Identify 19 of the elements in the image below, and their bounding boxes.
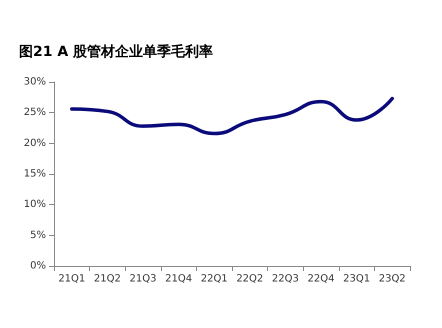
- y-tick-label: 0%: [30, 260, 46, 272]
- x-tick-label: 23Q2: [378, 274, 406, 284]
- x-tick-label: 23Q1: [343, 274, 370, 284]
- line-series: [70, 96, 394, 136]
- x-tick-label: 21Q1: [58, 274, 86, 284]
- y-tick-label: 25%: [24, 107, 46, 118]
- x-tick-label: 21Q2: [94, 274, 121, 284]
- y-tick-label: 30%: [24, 76, 46, 88]
- x-tick-label: 22Q3: [272, 274, 299, 284]
- y-tick-label: 10%: [24, 199, 46, 210]
- x-tick-label: 21Q3: [130, 274, 156, 284]
- chart-title: 图21 A 股管材企业单季毛利率: [19, 43, 214, 60]
- y-tick-label: 15%: [24, 168, 46, 180]
- y-tick-label: 5%: [30, 230, 46, 241]
- y-tick-label: 20%: [24, 138, 46, 149]
- x-tick-label: 21Q4: [165, 274, 192, 284]
- x-tick-label: 22Q2: [236, 274, 264, 284]
- x-tick-label: 22Q4: [308, 274, 334, 284]
- x-tick-label: 22Q1: [200, 274, 228, 284]
